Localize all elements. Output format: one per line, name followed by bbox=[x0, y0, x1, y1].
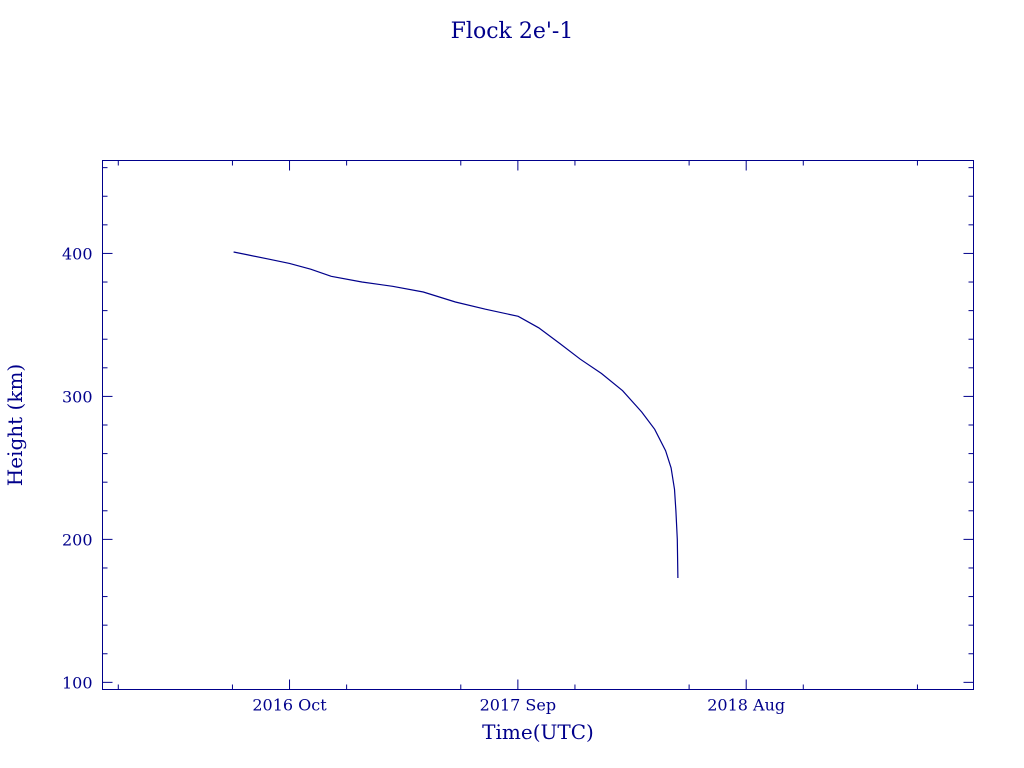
y-axis-label: Height (km) bbox=[3, 364, 27, 486]
y-tick-label: 100 bbox=[62, 673, 93, 692]
series-line-height bbox=[233, 251, 679, 579]
x-axis-label: Time(UTC) bbox=[482, 720, 594, 744]
chart-title: Flock 2e'-1 bbox=[451, 19, 574, 44]
tick-labels: 100 200 300 400 2016 Oct 2017 Sep 2018 Aug bbox=[62, 244, 785, 714]
plot-frame bbox=[102, 160, 974, 690]
y-tick-label: 300 bbox=[62, 387, 93, 406]
x-tick-label: 2016 Oct bbox=[252, 696, 327, 715]
x-tick-label: 2017 Sep bbox=[480, 696, 556, 715]
y-tick-label: 200 bbox=[62, 530, 93, 549]
x-tick-label: 2018 Aug bbox=[707, 696, 785, 715]
axis-ticks bbox=[102, 160, 974, 690]
y-tick-label: 400 bbox=[62, 244, 93, 263]
